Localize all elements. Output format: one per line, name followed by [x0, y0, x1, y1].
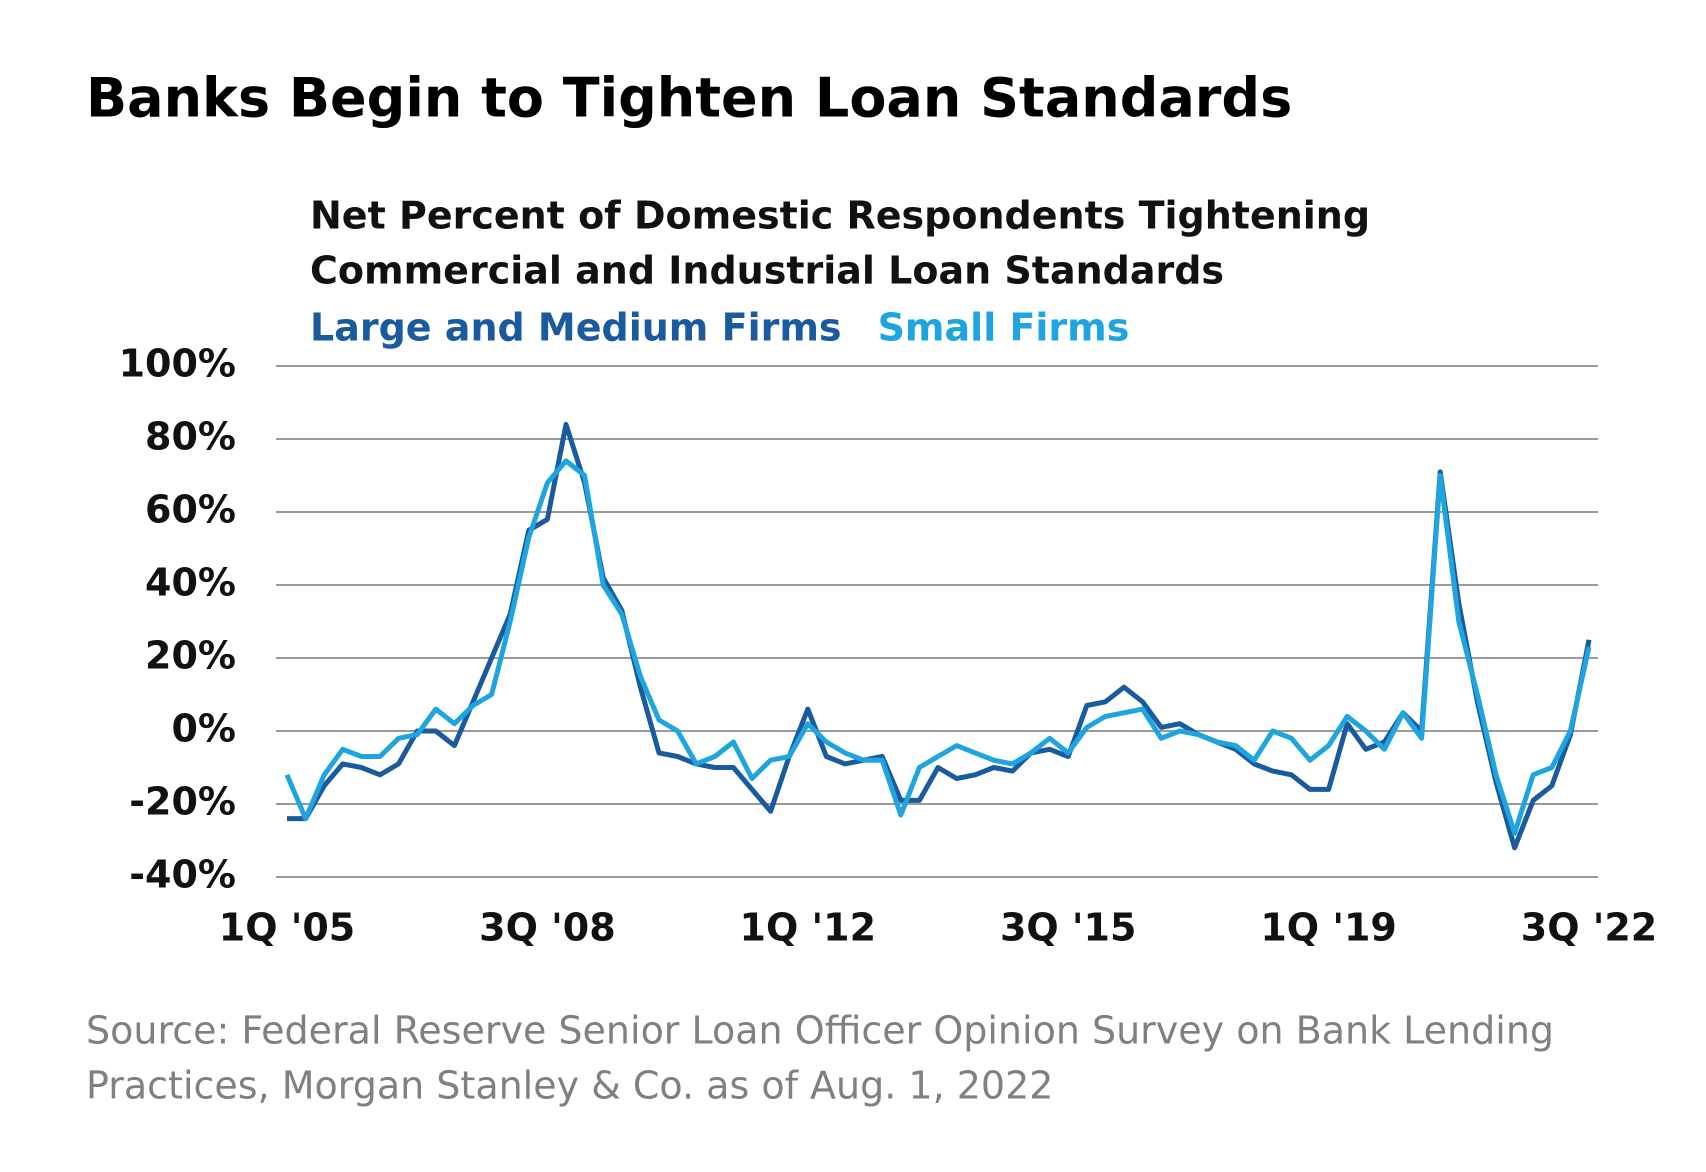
chart-subtitle: Commercial and Industrial Loan Standards: [310, 249, 1224, 293]
data-line: [284, 458, 1592, 836]
y-tick-label: 80%: [145, 415, 236, 459]
legend-entry: Small Firms: [878, 306, 1130, 350]
x-tick-label: 1Q '05: [219, 906, 356, 950]
chart-subtitle: Net Percent of Domestic Respondents Tigh…: [310, 194, 1370, 238]
x-tick-label: 3Q '08: [479, 906, 616, 950]
y-tick-label: 20%: [145, 634, 236, 678]
source-note: Practices, Morgan Stanley & Co. as of Au…: [86, 1064, 1053, 1108]
y-tick-label: 60%: [145, 488, 236, 532]
source-note: Source: Federal Reserve Senior Loan Offi…: [86, 1009, 1554, 1053]
chart-title: Banks Begin to Tighten Loan Standards: [86, 67, 1292, 130]
y-tick-label: 40%: [145, 561, 236, 605]
y-tick-label: 0%: [171, 707, 236, 751]
data-line: [287, 421, 1592, 851]
legend-entry: Large and Medium Firms: [310, 306, 842, 350]
x-tick-label: 1Q '12: [740, 906, 877, 950]
x-tick-label: 1Q '19: [1260, 906, 1397, 950]
y-tick-label: -40%: [129, 853, 236, 897]
y-tick-label: 100%: [119, 342, 236, 386]
x-tick-label: 3Q '22: [1521, 906, 1658, 950]
y-tick-label: -20%: [129, 780, 236, 824]
x-tick-label: 3Q '15: [1000, 906, 1137, 950]
